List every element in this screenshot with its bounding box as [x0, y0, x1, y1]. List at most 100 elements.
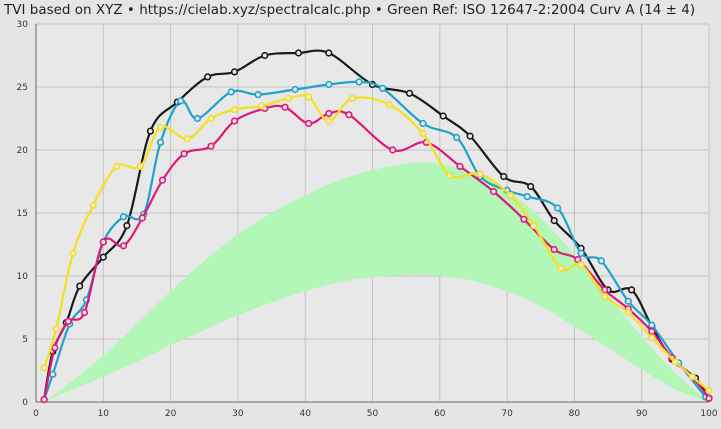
series-3-point [389, 146, 397, 154]
series-2-point [453, 133, 461, 141]
series-4-point [89, 201, 97, 209]
series-3-point [80, 308, 89, 317]
series-3-point [325, 109, 333, 118]
series-2-point [119, 213, 128, 221]
series-4-point [305, 93, 313, 101]
series-3-point [64, 317, 72, 326]
x-tick-label: 100 [700, 409, 717, 419]
series-4-point [385, 100, 393, 109]
series-3-point [550, 245, 558, 254]
series-3-point [281, 103, 289, 111]
series-2-point [553, 204, 562, 212]
series-2-point [419, 119, 427, 128]
series-4-point [688, 373, 696, 381]
series-1-point [261, 51, 269, 60]
series-3-point [345, 111, 353, 119]
series-4-point [557, 264, 565, 273]
series-4-point [419, 130, 427, 138]
series-2-point [227, 88, 235, 96]
reference-band [44, 162, 710, 402]
series-4-point [113, 162, 121, 170]
series-1-point [439, 112, 447, 120]
series-4-point [69, 249, 77, 257]
series-4-point [257, 102, 266, 110]
y-tick-label: 5 [22, 335, 28, 345]
series-1-point [146, 127, 154, 135]
series-2-point [624, 297, 632, 305]
y-tick-label: 0 [22, 398, 28, 408]
series-2-point [523, 193, 531, 201]
series-4-point [52, 325, 60, 333]
series-3-point [99, 238, 107, 246]
series-1-point [230, 68, 239, 76]
x-tick-label: 70 [501, 409, 513, 419]
series-1-point [294, 49, 303, 57]
y-tick-label: 10 [17, 272, 29, 282]
series-4-point [705, 387, 713, 395]
series-1-point [500, 172, 508, 181]
y-tick-label: 20 [17, 146, 29, 156]
series-3-point [305, 119, 313, 128]
x-tick-label: 30 [232, 409, 244, 419]
series-2-point [254, 90, 262, 99]
series-1-point [204, 73, 212, 81]
series-4-point [446, 171, 454, 179]
series-1-point [466, 132, 474, 140]
series-3-point [490, 188, 498, 196]
series-4-point [506, 191, 515, 199]
series-2-point [193, 114, 202, 123]
series-4-point [648, 334, 656, 342]
series-4-point [136, 162, 144, 170]
series-3-point [158, 176, 167, 184]
series-2-point [291, 85, 299, 94]
x-tick-label: 20 [165, 409, 177, 419]
series-3-point [119, 242, 128, 250]
series-1-point [123, 222, 131, 230]
series-3-point [230, 117, 239, 125]
series-line-2 [43, 80, 707, 400]
series-4-point [183, 135, 191, 143]
series-2-point [355, 78, 363, 86]
series-3-point [138, 214, 146, 222]
series-1-point [99, 253, 107, 261]
series-4-point [325, 117, 333, 125]
series-4-point [624, 308, 632, 317]
series-4-point [284, 94, 293, 102]
series-4-point [671, 358, 680, 366]
series-3-point [207, 142, 215, 150]
y-tick-label: 25 [17, 83, 28, 93]
x-tick-label: 90 [636, 409, 648, 419]
x-tick-label: 40 [299, 409, 311, 419]
series-2-point [177, 97, 185, 105]
series-3-point [648, 327, 656, 336]
series-1-point [325, 49, 333, 57]
series-4-point [476, 170, 484, 178]
series-3-point [705, 394, 713, 402]
series-1-point [405, 89, 414, 97]
x-tick-label: 0 [33, 409, 39, 419]
series-3-point [574, 256, 582, 264]
axis-layer [35, 24, 709, 403]
series-layer [40, 49, 713, 404]
series-1-point [527, 182, 535, 191]
series-4-point [207, 114, 215, 123]
series-2-point [577, 249, 585, 257]
series-4-point [601, 292, 609, 300]
series-3-point [180, 150, 188, 158]
series-2-point [49, 370, 57, 378]
x-tick-label: 10 [98, 409, 110, 419]
chart-title: TVI based on XYZ • https://cielab.xyz/sp… [4, 2, 696, 18]
series-3-point [456, 162, 464, 170]
series-3-point [40, 395, 48, 404]
series-4-point [230, 106, 239, 114]
series-3-point [520, 215, 528, 223]
x-tick-label: 80 [569, 409, 581, 419]
y-tick-label: 15 [17, 209, 28, 219]
series-4-point [577, 261, 585, 269]
series-1-point [627, 286, 636, 294]
series-1-point [76, 282, 84, 290]
series-2-point [648, 321, 656, 329]
series-4-point [40, 364, 48, 372]
